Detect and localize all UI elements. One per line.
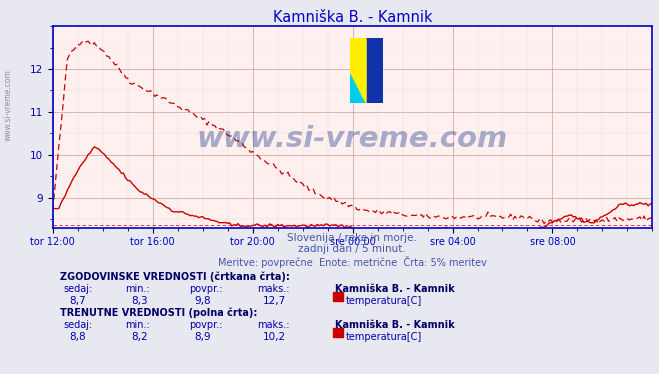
Text: povpr.:: povpr.: [189,320,223,330]
Bar [333,328,343,337]
Text: ZGODOVINSKE VREDNOSTI (črtkana črta):: ZGODOVINSKE VREDNOSTI (črtkana črta): [60,271,290,282]
Text: www.si-vreme.com: www.si-vreme.com [197,125,508,153]
Text: www.si-vreme.com: www.si-vreme.com [3,69,13,141]
Text: povpr.:: povpr.: [189,283,223,294]
Text: 8,7: 8,7 [69,296,86,306]
Title: Kamniška B. - Kamnik: Kamniška B. - Kamnik [273,10,432,25]
Text: 8,8: 8,8 [69,332,86,342]
Text: 8,3: 8,3 [131,296,148,306]
Text: Slovenija / reke in morje.: Slovenija / reke in morje. [287,233,417,243]
Text: 12,7: 12,7 [263,296,286,306]
Text: 9,8: 9,8 [194,296,212,306]
Text: maks.:: maks.: [258,283,290,294]
Text: temperatura[C]: temperatura[C] [346,296,422,306]
Text: TRENUTNE VREDNOSTI (polna črta):: TRENUTNE VREDNOSTI (polna črta): [60,307,258,318]
Text: temperatura[C]: temperatura[C] [346,332,422,342]
Text: 10,2: 10,2 [263,332,286,342]
Polygon shape [349,70,366,103]
Text: zadnji dan / 5 minut.: zadnji dan / 5 minut. [299,244,406,254]
Text: min.:: min.: [125,320,150,330]
Polygon shape [366,38,382,103]
Polygon shape [349,38,366,103]
Text: Kamniška B. - Kamnik: Kamniška B. - Kamnik [335,320,455,330]
Text: 8,9: 8,9 [194,332,212,342]
Bar [333,292,343,301]
Text: 8,2: 8,2 [131,332,148,342]
Text: maks.:: maks.: [258,320,290,330]
Text: Kamniška B. - Kamnik: Kamniška B. - Kamnik [335,283,455,294]
Polygon shape [349,38,366,70]
Text: min.:: min.: [125,283,150,294]
Text: sedaj:: sedaj: [64,320,93,330]
Text: sedaj:: sedaj: [64,283,93,294]
Text: Meritve: povprečne  Enote: metrične  Črta: 5% meritev: Meritve: povprečne Enote: metrične Črta:… [217,255,486,267]
